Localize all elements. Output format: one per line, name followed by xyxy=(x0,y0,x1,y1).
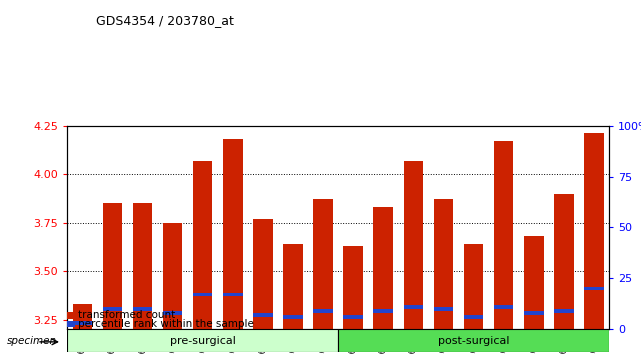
Bar xyxy=(67,329,338,352)
Bar xyxy=(524,311,544,315)
Bar xyxy=(463,315,483,319)
Bar xyxy=(163,311,183,315)
Bar xyxy=(103,203,122,329)
Bar xyxy=(404,161,423,329)
Text: GDS4354 / 203780_at: GDS4354 / 203780_at xyxy=(96,14,234,27)
Bar xyxy=(494,305,513,309)
Bar xyxy=(554,309,574,313)
Bar xyxy=(223,293,242,296)
Text: post-surgical: post-surgical xyxy=(438,336,510,346)
Text: specimen: specimen xyxy=(6,336,56,346)
Bar xyxy=(463,244,483,329)
Bar xyxy=(253,219,272,329)
Bar xyxy=(163,223,183,329)
Bar xyxy=(133,307,153,310)
Bar xyxy=(584,133,604,329)
Bar xyxy=(374,207,393,329)
Bar xyxy=(133,203,153,329)
Bar xyxy=(313,199,333,329)
Bar xyxy=(313,309,333,313)
Bar xyxy=(554,194,574,329)
Bar xyxy=(103,307,122,310)
Bar xyxy=(524,236,544,329)
Bar xyxy=(223,139,242,329)
Bar xyxy=(434,199,453,329)
Bar xyxy=(193,293,213,296)
Bar xyxy=(283,315,303,319)
Bar xyxy=(344,246,363,329)
Bar xyxy=(494,141,513,329)
Text: percentile rank within the sample: percentile rank within the sample xyxy=(78,319,254,329)
Text: transformed count: transformed count xyxy=(78,310,176,320)
Bar xyxy=(434,307,453,310)
Bar xyxy=(344,315,363,319)
Bar xyxy=(404,305,423,309)
Bar xyxy=(193,161,213,329)
Bar xyxy=(374,309,393,313)
Bar xyxy=(253,313,272,317)
Bar xyxy=(338,329,609,352)
Bar xyxy=(283,244,303,329)
Text: pre-surgical: pre-surgical xyxy=(170,336,236,346)
Bar xyxy=(72,321,92,325)
Bar xyxy=(584,287,604,290)
Bar xyxy=(72,304,92,329)
